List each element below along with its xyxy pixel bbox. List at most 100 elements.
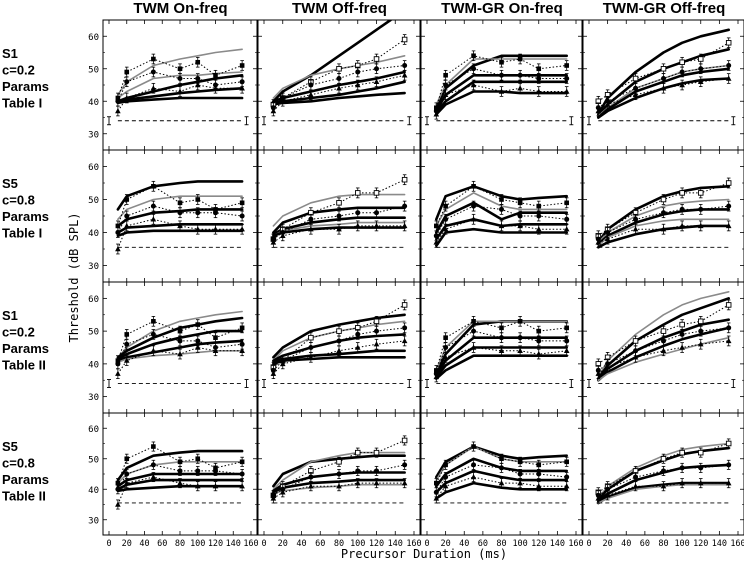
row-label-line: Params [2,341,49,356]
square-marker [124,69,130,75]
triangle-marker [632,226,639,232]
column-title: TWM-GR On-freq [441,0,563,17]
square-marker [536,328,542,334]
triangle-marker [442,91,449,97]
triangle-marker [239,347,245,353]
x-tick-label: 160 [243,539,258,549]
circle-marker [661,468,666,474]
circle-marker [499,72,504,78]
panel-r0-c1 [257,19,421,151]
open-square-marker [336,200,342,206]
x-tick-label: 160 [406,539,421,549]
circle-marker [726,203,732,209]
x-tick-label: 40 [459,539,469,549]
row-label-line: S1 [2,308,18,323]
x-tick-label: 20 [122,539,132,549]
triangle-marker [401,480,408,486]
circle-marker [499,335,504,341]
circle-marker [355,468,361,474]
circle-marker [150,69,156,75]
panel-r2-c1 [257,281,421,414]
triangle-marker [212,347,219,353]
row-label-line: Table II [2,358,46,373]
triangle-marker [697,222,704,229]
y-tick-label: 50 [88,328,99,338]
triangle-marker [679,222,685,229]
circle-marker [336,213,342,219]
triangle-marker [401,337,408,344]
square-marker [564,459,569,465]
x-tick-label: 0 [586,539,591,549]
square-marker [536,66,542,72]
circle-marker [443,474,449,480]
circle-marker [150,331,156,337]
circle-marker [402,203,408,209]
square-marker [177,328,183,334]
square-marker [124,197,130,202]
x-tick-label: 60 [478,539,488,549]
triangle-marker [336,85,342,91]
circle-marker [679,331,685,337]
open-square-marker [698,318,704,325]
triangle-marker [697,78,704,84]
circle-marker [564,474,570,480]
triangle-marker [115,370,121,376]
panel-r2-c3 [582,281,744,414]
circle-marker [471,328,477,334]
square-marker [471,53,476,59]
open-square-marker [698,449,704,456]
panel-plot-area [270,435,408,504]
panel-plot-area [270,174,408,248]
square-marker [239,325,245,331]
open-square-marker [355,449,361,456]
circle-marker [150,462,156,468]
x-tick-label: 100 [674,539,689,549]
triangle-marker [470,216,477,222]
triangle-marker [660,347,667,353]
x-tick-label: 100 [512,539,527,549]
circle-marker [661,210,666,216]
triangle-marker [498,88,505,94]
panel-r1-c3 [582,149,744,283]
row-label-line: Table II [2,489,46,504]
triangle-marker [239,226,245,232]
circle-marker [374,328,379,334]
open-square-marker [679,59,685,66]
panel-plot-area [262,299,412,388]
square-marker [434,223,439,229]
open-square-marker [373,56,380,62]
square-marker [564,200,569,206]
panel-plot-area [433,441,570,504]
panel-r1-c0: 30 40 50 60 [88,149,258,283]
row-label-line: S1 [2,46,18,61]
triangle-marker [442,354,449,360]
triangle-marker [194,226,201,232]
triangle-marker [679,480,685,486]
circle-marker [115,486,121,492]
circle-marker [355,69,361,75]
triangle-marker [308,226,314,232]
x-tick-label: 0 [261,539,266,549]
triangle-marker [212,85,219,91]
panel-r3-c3: 0 20 40 60 80 100 120 140 160 [582,412,744,549]
circle-marker [402,63,408,68]
triangle-marker [150,216,157,222]
square-marker [195,197,201,202]
circle-marker [471,462,477,468]
square-marker [151,319,156,324]
row-label-line: c=0.2 [2,63,35,78]
circle-marker [536,338,542,344]
triangle-marker [660,483,667,489]
x-tick-label: 40 [296,539,306,549]
circle-marker [115,361,121,367]
circle-marker [698,206,704,212]
triangle-marker [354,344,361,350]
y-tick-label: 40 [88,486,99,496]
circle-marker [471,66,477,72]
panel-r0-c2 [420,19,583,151]
square-marker [177,66,183,72]
circle-marker [633,474,639,480]
x-tick-label: 120 [693,539,708,549]
panel-plot-area [595,177,732,249]
open-square-marker [660,65,667,72]
